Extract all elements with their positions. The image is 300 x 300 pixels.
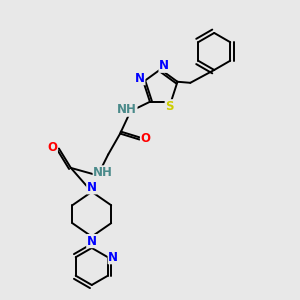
Text: N: N [87,181,97,194]
Text: O: O [140,133,151,146]
Text: N: N [135,72,145,85]
Text: N: N [87,235,97,248]
Text: O: O [47,140,57,154]
Text: NH: NH [93,166,113,179]
Text: NH: NH [117,103,137,116]
Text: N: N [108,251,118,264]
Text: S: S [165,100,174,113]
Text: N: N [159,59,169,72]
